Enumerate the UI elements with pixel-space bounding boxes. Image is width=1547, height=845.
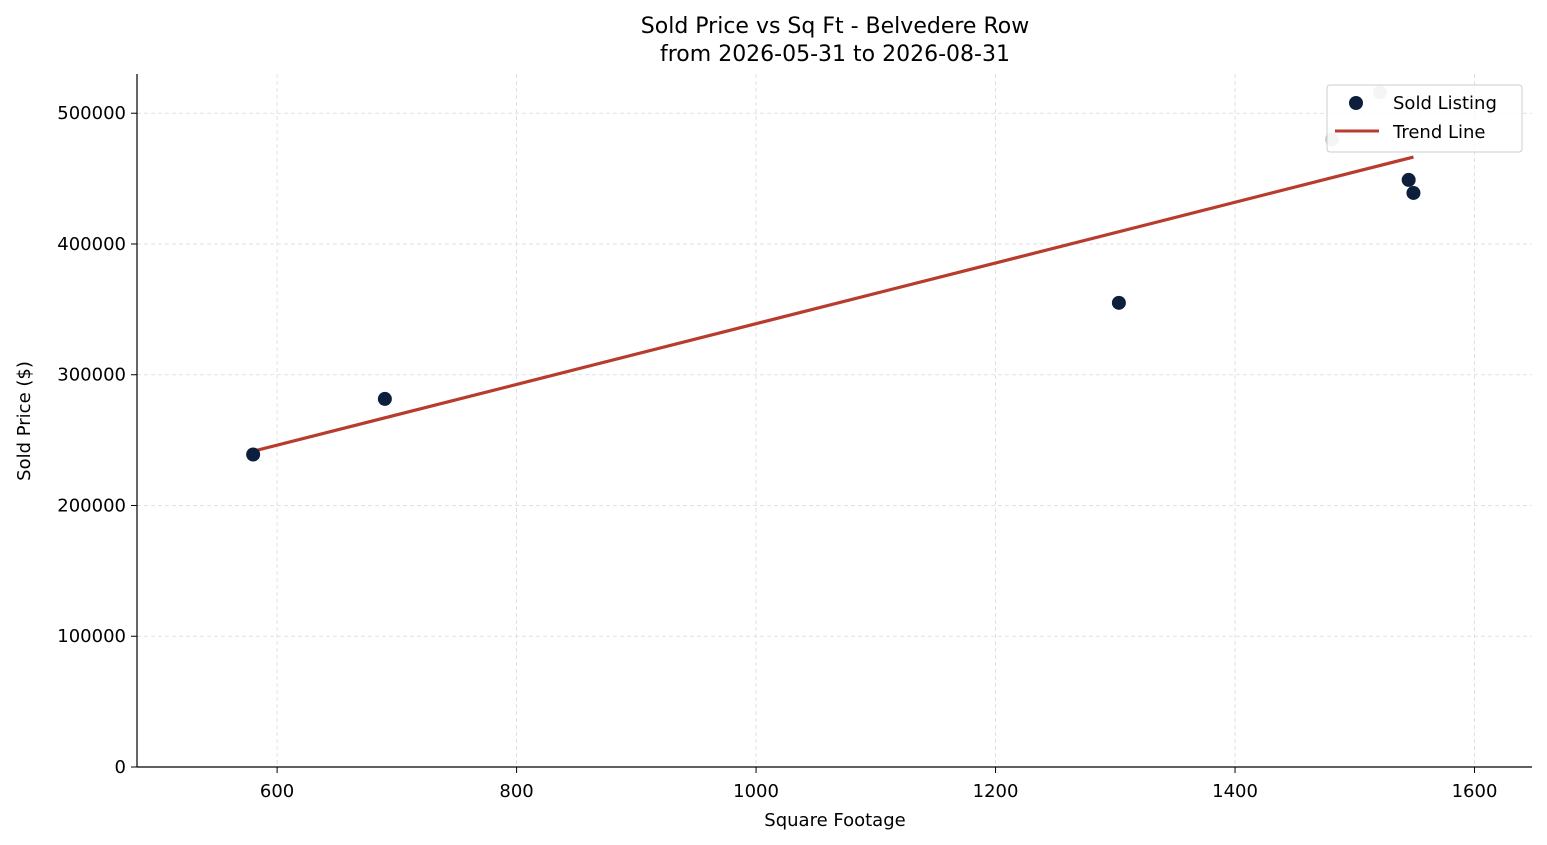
legend-box	[1326, 84, 1523, 153]
legend-label-sold-listing: Sold Listing	[1393, 93, 1497, 114]
y-tick-label: 300000	[57, 365, 126, 386]
legend-label-trend-line: Trend Line	[1392, 122, 1486, 143]
x-axis-ticks: 600 800 1000 1200 1400 1600	[260, 767, 1498, 802]
x-axis-label: Square Footage	[764, 810, 905, 831]
data-series	[246, 85, 1421, 462]
x-tick-label: 1000	[733, 781, 779, 802]
y-tick-label: 0	[115, 757, 126, 778]
data-point	[1401, 172, 1416, 187]
y-axis-label: Sold Price ($)	[14, 361, 35, 481]
y-tick-label: 100000	[57, 626, 126, 647]
data-point	[1406, 185, 1421, 200]
y-tick-label: 200000	[57, 495, 126, 516]
legend: Sold Listing Trend Line	[1326, 84, 1523, 153]
data-point	[246, 447, 261, 462]
chart-subtitle: from 2026-05-31 to 2026-08-31	[660, 42, 1010, 67]
x-tick-label: 1600	[1452, 781, 1498, 802]
y-axis-ticks: 0 100000 200000 300000 400000 500000	[57, 103, 137, 778]
axes	[136, 74, 1532, 768]
x-tick-label: 600	[260, 781, 294, 802]
y-tick-label: 400000	[57, 234, 126, 255]
x-tick-label: 1200	[973, 781, 1019, 802]
y-tick-label: 500000	[57, 103, 126, 124]
chart-title: Sold Price vs Sq Ft - Belvedere Row	[641, 14, 1029, 39]
x-tick-label: 1400	[1212, 781, 1258, 802]
grid-lines	[137, 74, 1532, 768]
data-point	[377, 391, 392, 406]
trend-line	[252, 155, 1414, 453]
data-point	[1111, 295, 1126, 310]
legend-marker-sold-listing	[1349, 96, 1363, 110]
x-tick-label: 800	[499, 781, 533, 802]
